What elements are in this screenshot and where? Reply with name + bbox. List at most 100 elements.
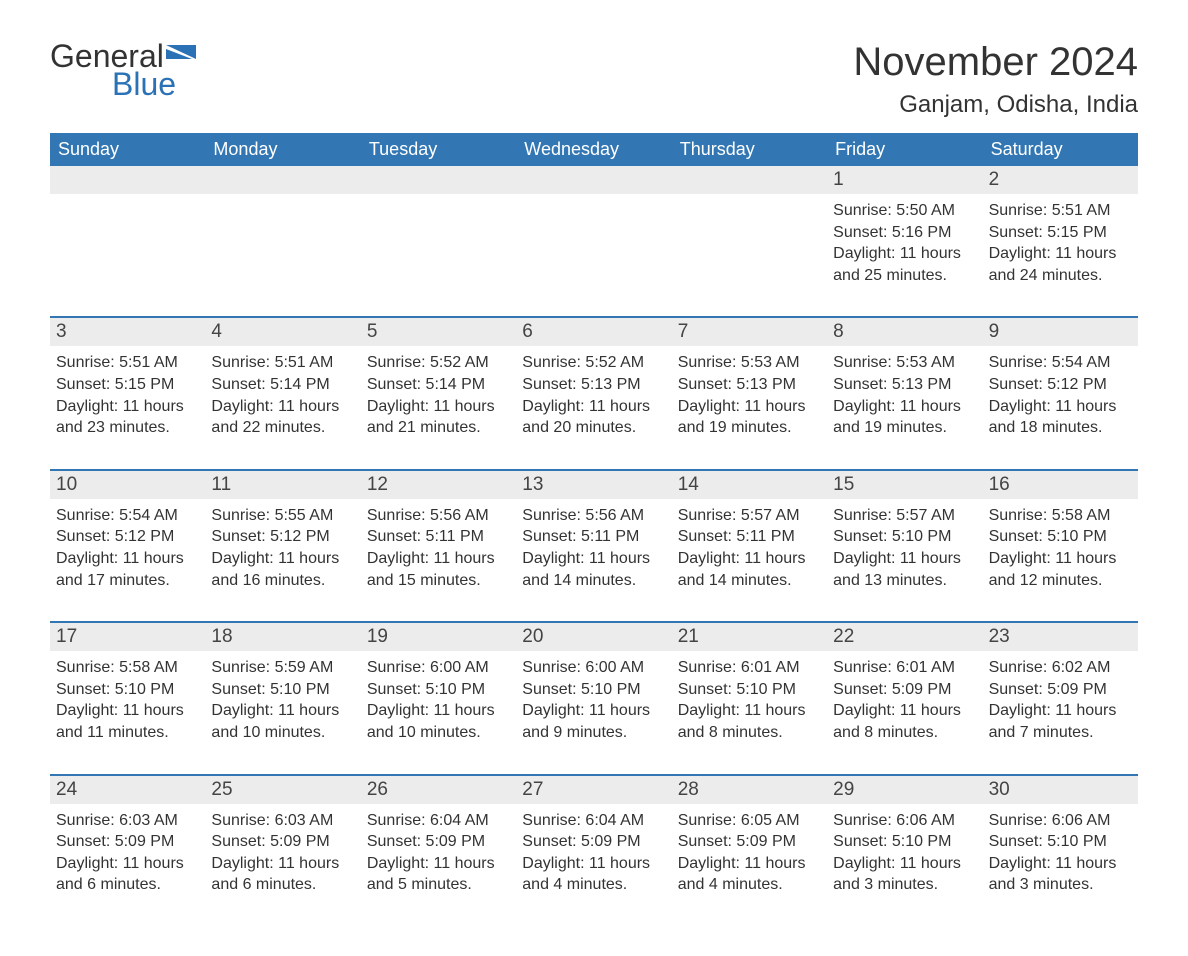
sunrise-text: Sunrise: 5:52 AM <box>522 352 665 374</box>
calendar-body: 1Sunrise: 5:50 AMSunset: 5:16 PMDaylight… <box>50 166 1138 906</box>
day-info: Sunrise: 6:03 AMSunset: 5:09 PMDaylight:… <box>56 810 199 896</box>
day-info: Sunrise: 6:04 AMSunset: 5:09 PMDaylight:… <box>522 810 665 896</box>
day-number: 29 <box>827 776 982 804</box>
daylight-text: Daylight: 11 hours and 17 minutes. <box>56 548 199 591</box>
day-header: Sunday <box>50 133 205 166</box>
calendar-cell: 27 Sunrise: 6:04 AMSunset: 5:09 PMDayligh… <box>516 776 671 906</box>
sunset-text: Sunset: 5:10 PM <box>833 526 976 548</box>
sunset-text: Sunset: 5:10 PM <box>522 679 665 701</box>
month-title: November 2024 <box>853 40 1138 85</box>
sunset-text: Sunset: 5:10 PM <box>989 831 1132 853</box>
day-number: 21 <box>672 623 827 651</box>
sunset-text: Sunset: 5:10 PM <box>989 526 1132 548</box>
calendar-cell: 15Sunrise: 5:57 AMSunset: 5:10 PMDayligh… <box>827 471 982 601</box>
day-info: Sunrise: 5:50 AMSunset: 5:16 PMDaylight:… <box>833 200 976 286</box>
day-number: 27 <box>516 776 671 804</box>
sunset-text: Sunset: 5:09 PM <box>989 679 1132 701</box>
daylight-text: Daylight: 11 hours and 22 minutes. <box>211 396 354 439</box>
daylight-text: Daylight: 11 hours and 8 minutes. <box>678 700 821 743</box>
day-number: 19 <box>361 623 516 651</box>
sunrise-text: Sunrise: 5:56 AM <box>367 505 510 527</box>
day-number: 16 <box>983 471 1138 499</box>
day-header: Thursday <box>672 133 827 166</box>
sunrise-text: Sunrise: 5:53 AM <box>678 352 821 374</box>
day-info: Sunrise: 6:00 AMSunset: 5:10 PMDaylight:… <box>522 657 665 743</box>
day-info: Sunrise: 5:51 AMSunset: 5:15 PMDaylight:… <box>989 200 1132 286</box>
calendar-cell: 10Sunrise: 5:54 AMSunset: 5:12 PMDayligh… <box>50 471 205 601</box>
daylight-text: Daylight: 11 hours and 9 minutes. <box>522 700 665 743</box>
sunset-text: Sunset: 5:09 PM <box>56 831 199 853</box>
day-number: 12 <box>361 471 516 499</box>
calendar-cell: 14Sunrise: 5:57 AMSunset: 5:11 PMDayligh… <box>672 471 827 601</box>
daylight-text: Daylight: 11 hours and 3 minutes. <box>989 853 1132 896</box>
calendar-week: 24Sunrise: 6:03 AMSunset: 5:09 PMDayligh… <box>50 774 1138 906</box>
calendar-week: 10Sunrise: 5:54 AMSunset: 5:12 PMDayligh… <box>50 469 1138 601</box>
calendar-cell: 3Sunrise: 5:51 AMSunset: 5:15 PMDaylight… <box>50 318 205 448</box>
day-number: 7 <box>672 318 827 346</box>
sunset-text: Sunset: 5:16 PM <box>833 222 976 244</box>
day-number: 18 <box>205 623 360 651</box>
logo-word-2: Blue <box>112 68 196 100</box>
day-number: 8 <box>827 318 982 346</box>
sunrise-text: Sunrise: 6:04 AM <box>522 810 665 832</box>
calendar-cell: 23Sunrise: 6:02 AMSunset: 5:09 PMDayligh… <box>983 623 1138 753</box>
sunrise-text: Sunrise: 6:06 AM <box>989 810 1132 832</box>
calendar-cell <box>672 166 827 296</box>
day-number: 23 <box>983 623 1138 651</box>
sunrise-text: Sunrise: 5:54 AM <box>989 352 1132 374</box>
sunset-text: Sunset: 5:09 PM <box>522 831 665 853</box>
calendar-cell: 22Sunrise: 6:01 AMSunset: 5:09 PMDayligh… <box>827 623 982 753</box>
sunset-text: Sunset: 5:14 PM <box>367 374 510 396</box>
day-info: Sunrise: 5:51 AMSunset: 5:14 PMDaylight:… <box>211 352 354 438</box>
daylight-text: Daylight: 11 hours and 16 minutes. <box>211 548 354 591</box>
sunset-text: Sunset: 5:15 PM <box>989 222 1132 244</box>
sunrise-text: Sunrise: 5:51 AM <box>211 352 354 374</box>
sunrise-text: Sunrise: 5:56 AM <box>522 505 665 527</box>
day-number: 28 <box>672 776 827 804</box>
day-number: 25 <box>205 776 360 804</box>
daylight-text: Daylight: 11 hours and 19 minutes. <box>833 396 976 439</box>
sunrise-text: Sunrise: 5:58 AM <box>989 505 1132 527</box>
sunrise-text: Sunrise: 6:03 AM <box>211 810 354 832</box>
sunset-text: Sunset: 5:10 PM <box>211 679 354 701</box>
calendar-cell: 2 Sunrise: 5:51 AMSunset: 5:15 PMDaylight… <box>983 166 1138 296</box>
day-header: Saturday <box>983 133 1138 166</box>
day-info: Sunrise: 6:01 AMSunset: 5:09 PMDaylight:… <box>833 657 976 743</box>
calendar-cell: 26Sunrise: 6:04 AMSunset: 5:09 PMDayligh… <box>361 776 516 906</box>
daylight-text: Daylight: 11 hours and 7 minutes. <box>989 700 1132 743</box>
day-info: Sunrise: 6:05 AMSunset: 5:09 PMDaylight:… <box>678 810 821 896</box>
daylight-text: Daylight: 11 hours and 18 minutes. <box>989 396 1132 439</box>
daylight-text: Daylight: 11 hours and 15 minutes. <box>367 548 510 591</box>
day-info: Sunrise: 5:57 AMSunset: 5:10 PMDaylight:… <box>833 505 976 591</box>
sunrise-text: Sunrise: 6:00 AM <box>522 657 665 679</box>
daylight-text: Daylight: 11 hours and 5 minutes. <box>367 853 510 896</box>
sunset-text: Sunset: 5:12 PM <box>211 526 354 548</box>
sunrise-text: Sunrise: 5:50 AM <box>833 200 976 222</box>
title-block: November 2024 Ganjam, Odisha, India <box>853 40 1138 119</box>
sunset-text: Sunset: 5:10 PM <box>367 679 510 701</box>
day-number <box>50 166 205 194</box>
sunset-text: Sunset: 5:09 PM <box>678 831 821 853</box>
day-number: 2 <box>983 166 1138 194</box>
day-info: Sunrise: 5:54 AMSunset: 5:12 PMDaylight:… <box>989 352 1132 438</box>
location: Ganjam, Odisha, India <box>853 91 1138 119</box>
day-info: Sunrise: 6:03 AMSunset: 5:09 PMDaylight:… <box>211 810 354 896</box>
sunrise-text: Sunrise: 6:03 AM <box>56 810 199 832</box>
daylight-text: Daylight: 11 hours and 3 minutes. <box>833 853 976 896</box>
calendar-cell <box>516 166 671 296</box>
day-info: Sunrise: 5:52 AMSunset: 5:13 PMDaylight:… <box>522 352 665 438</box>
daylight-text: Daylight: 11 hours and 6 minutes. <box>211 853 354 896</box>
day-header: Wednesday <box>516 133 671 166</box>
daylight-text: Daylight: 11 hours and 11 minutes. <box>56 700 199 743</box>
daylight-text: Daylight: 11 hours and 21 minutes. <box>367 396 510 439</box>
day-number: 5 <box>361 318 516 346</box>
calendar-cell: 4Sunrise: 5:51 AMSunset: 5:14 PMDaylight… <box>205 318 360 448</box>
day-number: 11 <box>205 471 360 499</box>
calendar-week: 17Sunrise: 5:58 AMSunset: 5:10 PMDayligh… <box>50 621 1138 753</box>
day-number: 24 <box>50 776 205 804</box>
daylight-text: Daylight: 11 hours and 10 minutes. <box>211 700 354 743</box>
calendar-cell: 11Sunrise: 5:55 AMSunset: 5:12 PMDayligh… <box>205 471 360 601</box>
logo-text: General Blue <box>50 40 196 100</box>
day-number <box>361 166 516 194</box>
sunset-text: Sunset: 5:11 PM <box>522 526 665 548</box>
